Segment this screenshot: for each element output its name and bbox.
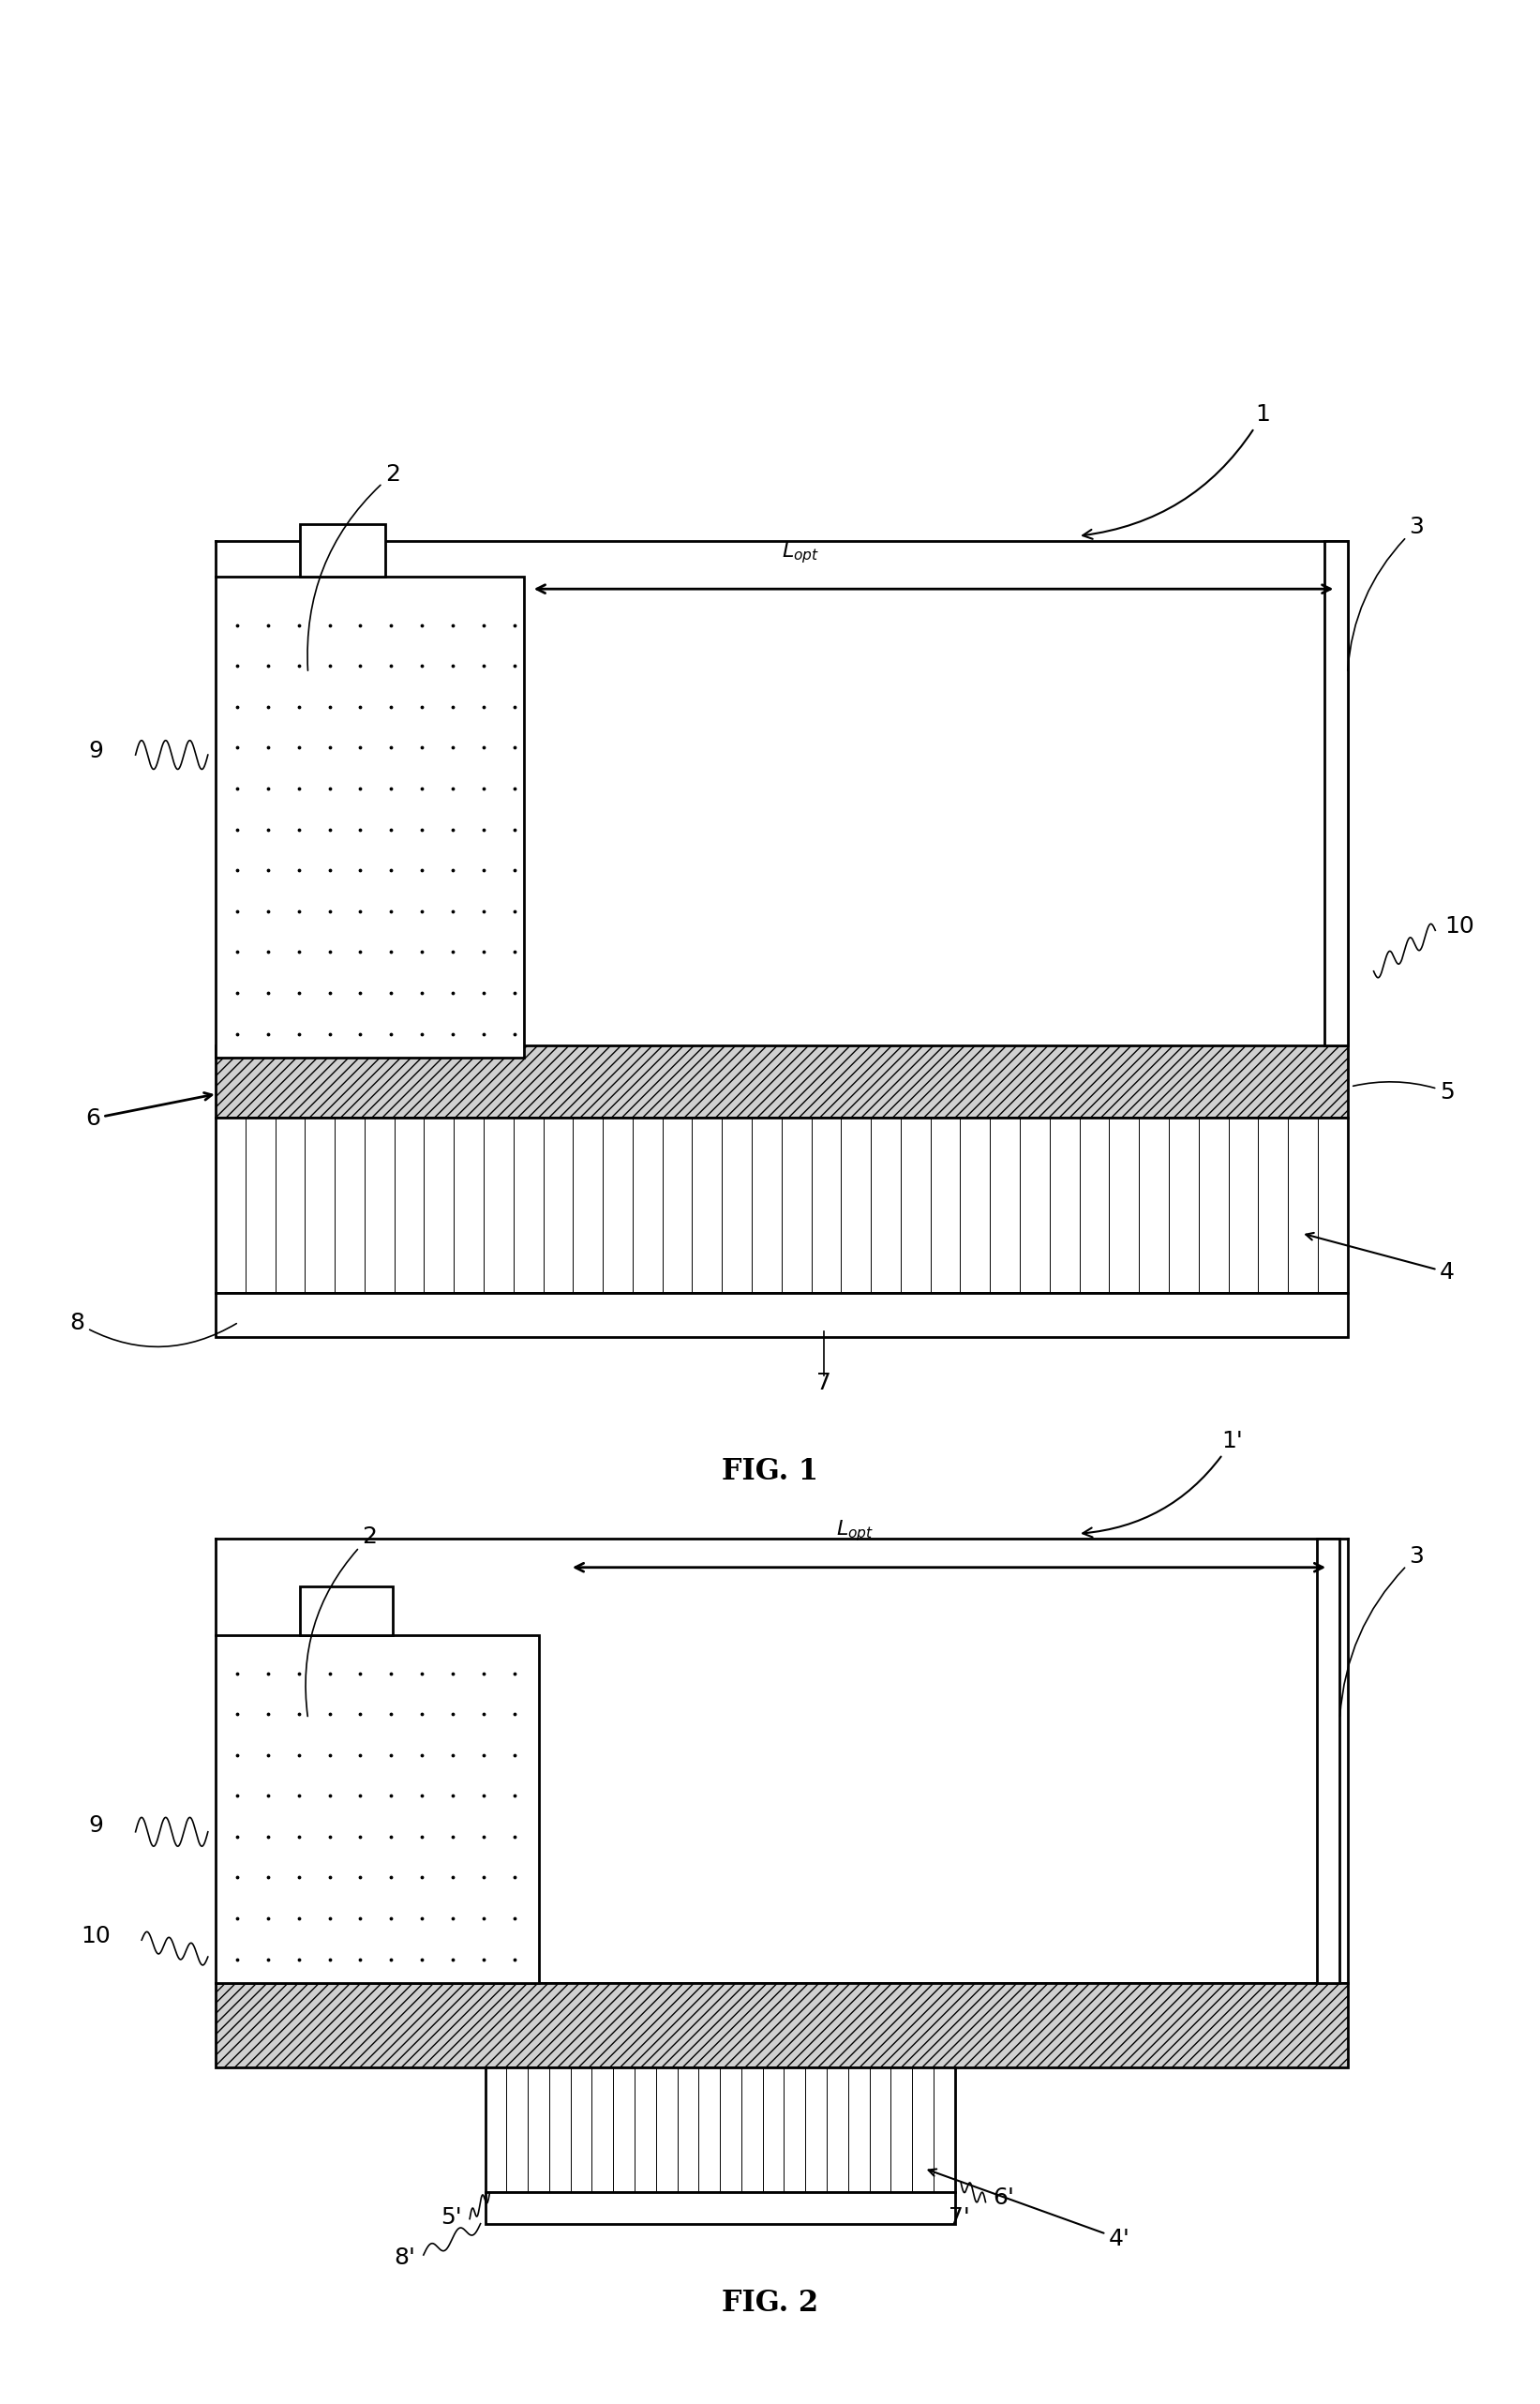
Text: 1: 1: [1083, 404, 1270, 538]
Bar: [300, 524, 385, 577]
Text: 9: 9: [88, 1815, 103, 1837]
Text: 8: 8: [69, 1313, 237, 1346]
Bar: [216, 1046, 1348, 1118]
Text: 4': 4': [929, 2168, 1130, 2250]
Bar: [216, 1983, 1348, 2067]
Text: $L_{opt}$: $L_{opt}$: [836, 1519, 873, 1543]
Text: 1': 1': [1083, 1430, 1243, 1536]
Text: 6': 6': [993, 2188, 1015, 2209]
Text: 10: 10: [80, 1926, 111, 1947]
Bar: [216, 1635, 539, 1983]
Text: 2: 2: [305, 1527, 377, 1716]
Text: 10: 10: [1445, 916, 1474, 938]
Text: 5: 5: [1354, 1082, 1455, 1103]
Bar: [216, 1293, 1348, 1337]
Text: 2: 2: [308, 464, 400, 671]
Text: FIG. 2: FIG. 2: [722, 2289, 818, 2317]
Bar: [300, 1587, 393, 1635]
Bar: [1324, 541, 1348, 1046]
Text: 7': 7': [949, 2207, 970, 2229]
Text: 3: 3: [1340, 1546, 1424, 1716]
Text: 5': 5': [440, 2207, 462, 2229]
Bar: [485, 2192, 955, 2224]
Text: 9: 9: [88, 740, 103, 762]
Bar: [216, 1118, 1348, 1293]
Text: 7: 7: [816, 1373, 832, 1394]
Bar: [485, 2067, 955, 2192]
Text: FIG. 1: FIG. 1: [722, 1457, 818, 1486]
Text: 4: 4: [1306, 1233, 1455, 1284]
Bar: [216, 577, 524, 1058]
Text: $L_{opt}$: $L_{opt}$: [782, 541, 819, 565]
Bar: [1317, 1539, 1340, 1983]
Text: 6: 6: [85, 1094, 211, 1130]
Text: 8': 8': [394, 2248, 416, 2269]
Text: 3: 3: [1348, 517, 1424, 671]
